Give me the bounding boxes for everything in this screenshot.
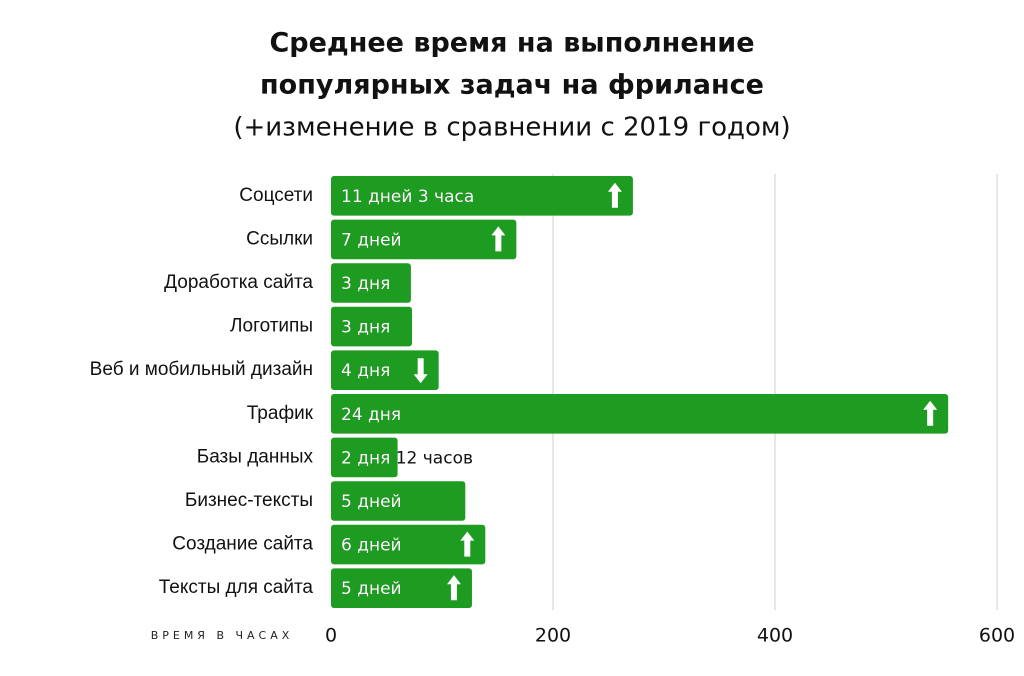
value-label: 7 дней [341,230,402,250]
category-label: Ссылки [246,228,313,249]
bar [331,263,411,303]
bar [331,568,472,608]
bar [331,394,949,434]
value-label: 4 дня [341,361,390,381]
value-label: 5 дней [341,492,402,512]
value-label: 5 дней [341,492,402,512]
value-label: 3 дня [341,274,390,294]
value-label: 11 дней 3 часа [341,187,474,207]
category-label: Доработка сайта [164,272,313,293]
category-label: Трафик [247,403,314,424]
value-label: 7 дней [341,230,402,250]
x-tick-label: 0 [325,625,337,647]
value-label: 3 дня [341,318,390,338]
trend-arrow-up [491,226,506,252]
bar [331,350,439,390]
x-tick-label: 200 [535,625,571,647]
chart-subtitle: (+изменение в сравнении с 2019 годом) [233,113,790,143]
x-axis-label: ВРЕМЯ В ЧАСАХ [151,629,294,642]
chart-title: популярных задач на фрилансе [260,70,764,101]
bar [331,437,398,478]
value-label: 2 дня 12 часов [341,448,473,468]
category-label: Логотипы [230,316,313,337]
chart-title: Среднее время на выполнение [269,28,754,59]
value-label: 5 дней [341,579,402,599]
category-label: Создание сайта [172,534,313,555]
category-label: Тексты для сайта [159,577,314,598]
category-label: Веб и мобильный дизайн [90,359,313,380]
bar [331,481,466,521]
bar [331,176,633,216]
trend-arrow-down [413,358,428,384]
value-label: 11 дней 3 часа [341,187,474,207]
trend-arrow-up [923,400,938,426]
value-label: 3 дня [341,274,390,294]
value-label: 6 дней [341,536,402,556]
value-label: 6 дней [341,536,402,556]
trend-arrow-up [446,575,461,601]
value-label: 3 дня [341,318,390,338]
value-label: 24 дня [341,405,401,425]
bar [331,306,413,347]
value-label: 24 дня [341,405,401,425]
bar [331,524,486,565]
category-label: Бизнес-тексты [185,490,313,511]
trend-arrow-up [607,182,622,208]
bar [331,219,517,260]
x-tick-label: 600 [979,625,1015,647]
x-tick-label: 400 [757,625,793,647]
category-label: Соцсети [239,185,313,206]
value-label: 2 дня 12 часов [341,448,473,468]
value-label: 4 дня [341,361,390,381]
category-label: Базы данных [197,446,314,467]
value-label: 5 дней [341,579,402,599]
trend-arrow-up [460,531,475,557]
